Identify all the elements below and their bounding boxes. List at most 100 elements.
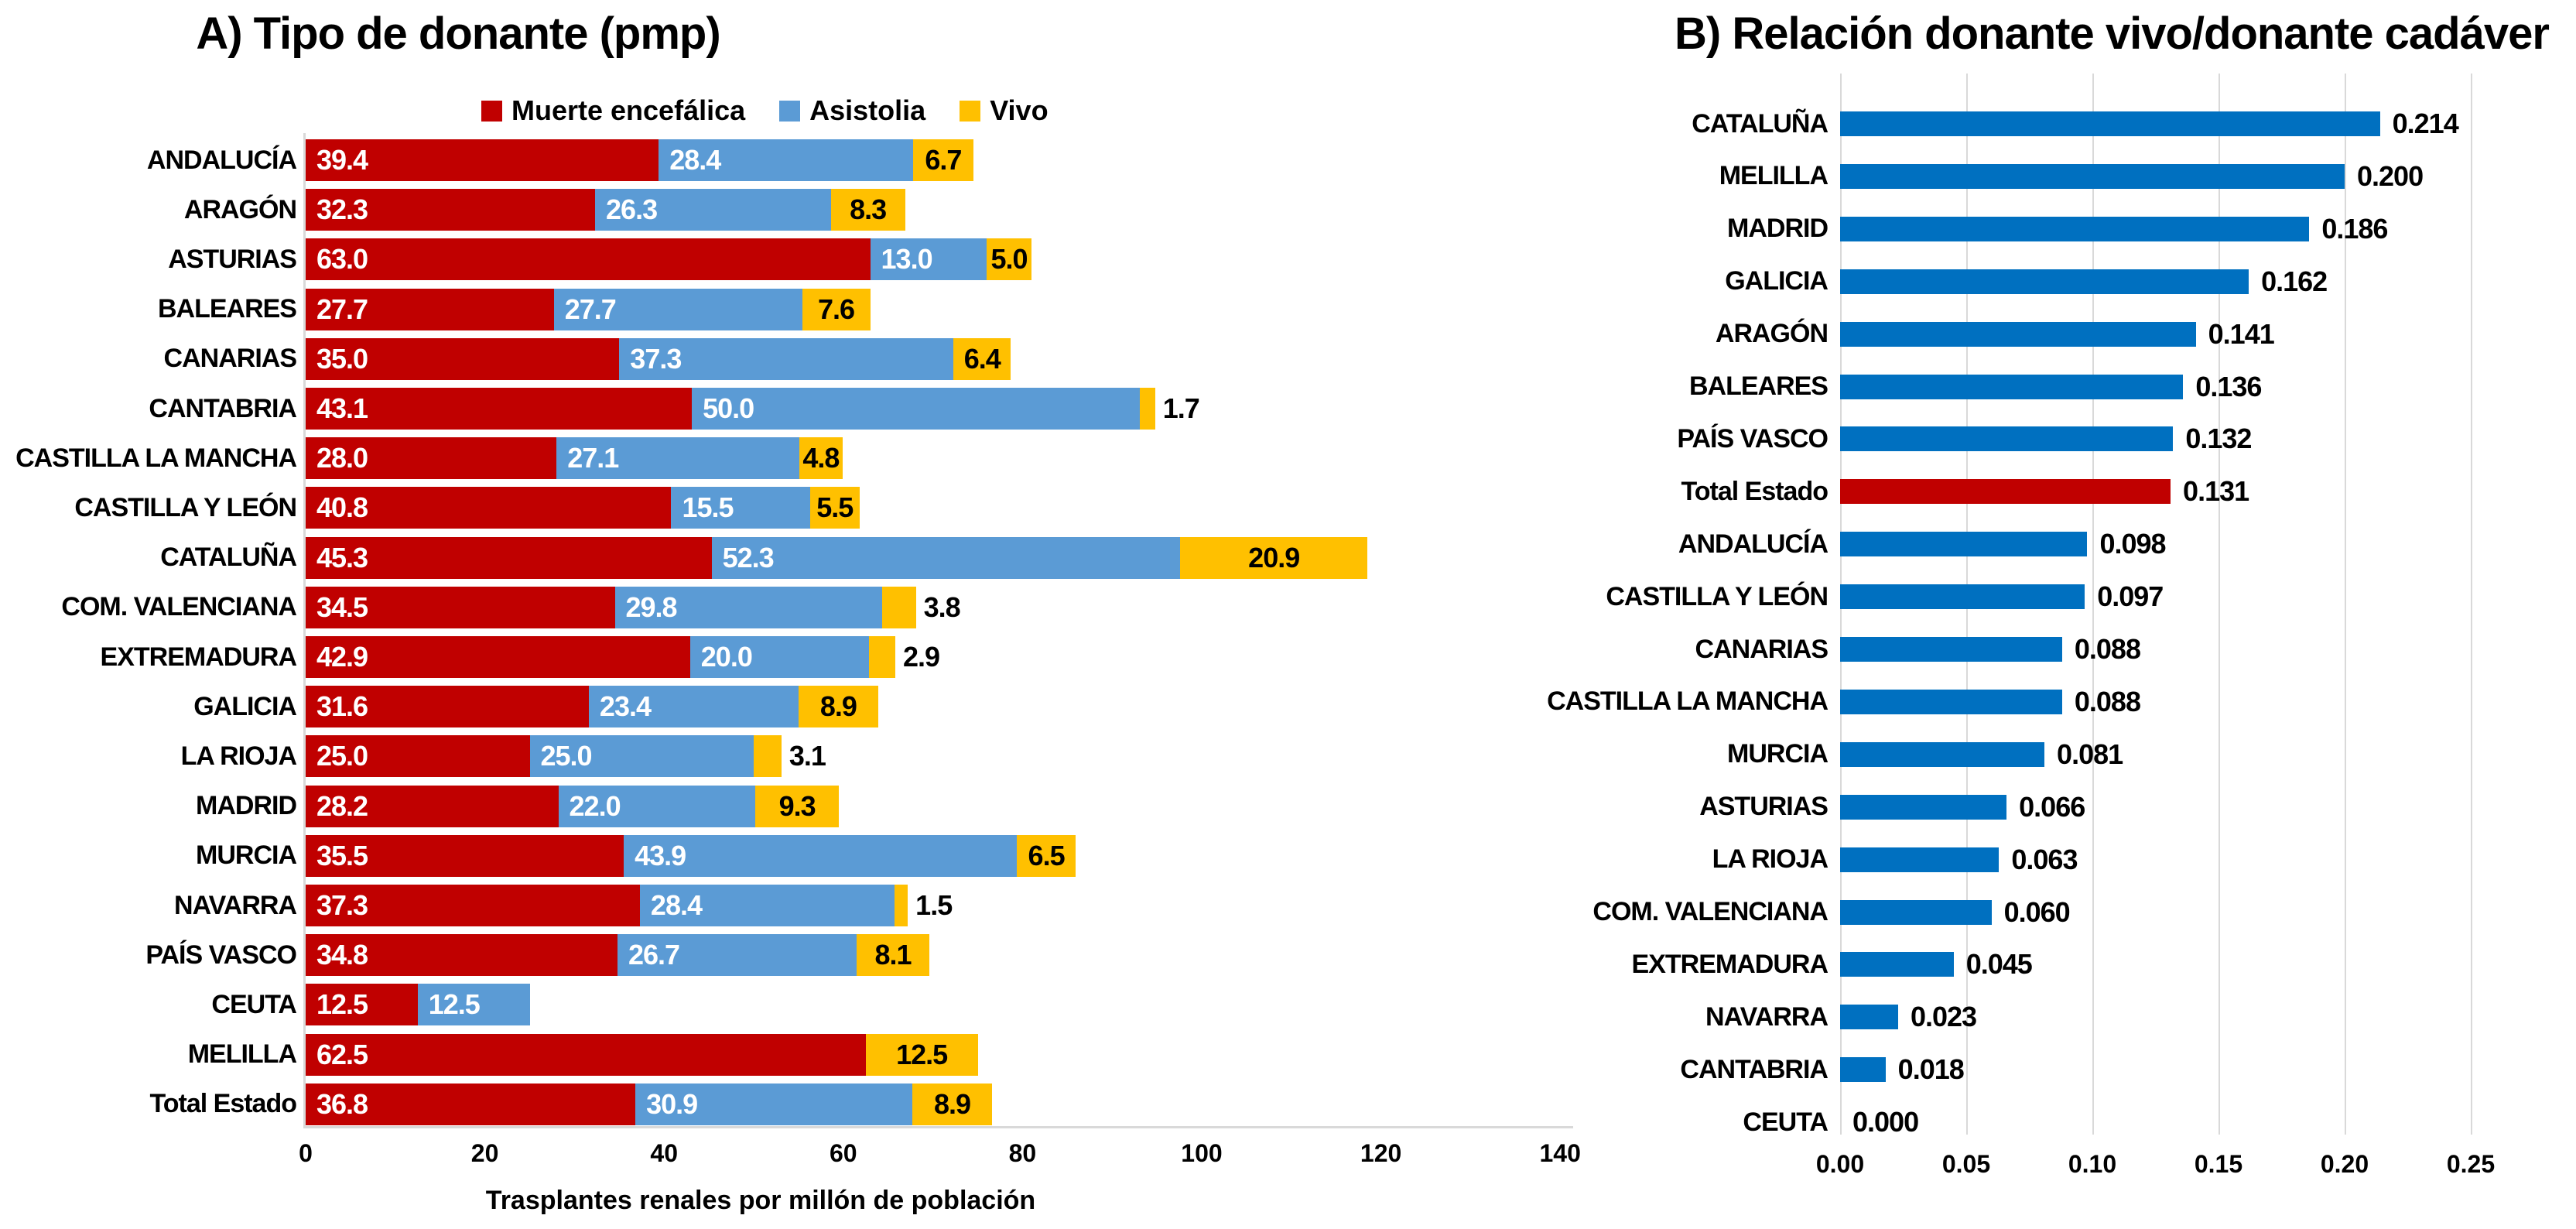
x-axis-tick: 60 bbox=[830, 1139, 857, 1167]
x-axis-tick: 0.20 bbox=[2320, 1150, 2369, 1178]
bar-segment-vivo bbox=[881, 586, 916, 628]
value-label-muerte-encefa-lica: 45.3 bbox=[316, 541, 368, 573]
value-label: 0.200 bbox=[2357, 159, 2424, 192]
legend-swatch-asistolia bbox=[779, 100, 801, 122]
bar-segment-asistolia bbox=[417, 984, 530, 1026]
value-label-vivo: 2.9 bbox=[902, 641, 940, 673]
category-label: CATALUÑA bbox=[1692, 108, 1829, 139]
legend-label-vivo: Vivo bbox=[990, 94, 1049, 126]
category-label: CANARIAS bbox=[163, 344, 297, 374]
value-label: 0.081 bbox=[2057, 738, 2123, 770]
bar-melilla bbox=[1840, 163, 2345, 189]
category-label: MADRID bbox=[1727, 214, 1829, 244]
value-label-muerte-encefa-lica: 35.0 bbox=[316, 342, 368, 375]
value-label-asistolia: 26.3 bbox=[606, 193, 658, 226]
category-label: COM. VALENCIANA bbox=[61, 592, 297, 622]
bar-segment-vivo bbox=[798, 686, 878, 728]
category-label: MURCIA bbox=[1727, 739, 1829, 769]
value-label-asistolia: 43.9 bbox=[635, 839, 686, 871]
value-label-vivo: 3.1 bbox=[789, 740, 826, 772]
bar-segment-asistolia bbox=[556, 437, 800, 480]
category-label: MADRID bbox=[196, 791, 297, 821]
x-axis-tick: 0 bbox=[299, 1139, 313, 1167]
bar-segment-vivo bbox=[809, 487, 860, 529]
legend-swatch-muerte-encefa-lica bbox=[481, 100, 502, 122]
value-label-asistolia: 50.0 bbox=[703, 392, 754, 424]
bar-baleares bbox=[1840, 374, 2184, 399]
value-label-asistolia: 27.7 bbox=[564, 293, 617, 325]
bar-segment-muerte-encefa-lica bbox=[306, 437, 557, 480]
value-label-vivo: 20.9 bbox=[1248, 541, 1300, 573]
legend-item-vivo: Vivo bbox=[960, 94, 1049, 127]
category-label: EXTREMADURA bbox=[100, 642, 297, 672]
bar-segment-asistolia bbox=[711, 536, 1181, 579]
value-label-muerte-encefa-lica: 28.0 bbox=[316, 442, 368, 474]
value-label-vivo: 6.7 bbox=[925, 144, 962, 176]
value-label-asistolia: 20.0 bbox=[700, 641, 753, 673]
value-label: 0.098 bbox=[2099, 528, 2166, 560]
category-label: CANARIAS bbox=[1695, 634, 1829, 664]
category-label: PAÍS VASCO bbox=[145, 940, 297, 970]
category-label: MELILLA bbox=[1719, 161, 1829, 191]
value-label-muerte-encefa-lica: 28.2 bbox=[316, 789, 368, 822]
value-label-vivo: 9.3 bbox=[778, 789, 816, 822]
bar-segment-asistolia bbox=[553, 288, 802, 330]
value-label-vivo: 8.9 bbox=[819, 690, 857, 723]
value-label: 0.066 bbox=[2019, 790, 2085, 823]
y-axis-line bbox=[303, 133, 306, 1126]
value-label-asistolia: 28.4 bbox=[669, 144, 721, 176]
category-label: CEUTA bbox=[1743, 1107, 1829, 1137]
bar-segment-muerte-encefa-lica bbox=[306, 636, 690, 678]
x-axis-tick: 0.10 bbox=[2068, 1150, 2117, 1178]
bar-segment-asistolia bbox=[692, 388, 1141, 430]
legend-swatch-vivo bbox=[960, 100, 981, 122]
bar-andaluci-a bbox=[1840, 532, 2088, 557]
bar-segment-asistolia bbox=[595, 189, 831, 231]
bar-castilla-la-mancha bbox=[1840, 689, 2062, 714]
category-label: LA RIOJA bbox=[180, 741, 297, 771]
value-label: 0.141 bbox=[2208, 317, 2275, 350]
value-label-vivo: 6.5 bbox=[1028, 839, 1066, 871]
x-axis-tick: 80 bbox=[1008, 1139, 1037, 1167]
value-label-vivo: 12.5 bbox=[896, 1038, 948, 1070]
bar-segment-vivo bbox=[857, 934, 929, 977]
value-label: 0.088 bbox=[2074, 633, 2141, 665]
bar-segment-asistolia bbox=[671, 487, 810, 529]
x-axis-tick: 140 bbox=[1539, 1139, 1581, 1167]
category-label: COM. VALENCIANA bbox=[1592, 897, 1829, 926]
bar-segment-muerte-encefa-lica bbox=[306, 785, 559, 827]
bar-segment-vivo bbox=[865, 1033, 978, 1076]
category-label: GALICIA bbox=[1725, 266, 1829, 296]
category-label: Total Estado bbox=[1681, 476, 1829, 506]
value-label-asistolia: 15.5 bbox=[682, 491, 734, 524]
category-label: NAVARRA bbox=[1705, 1001, 1829, 1032]
value-label-asistolia: 30.9 bbox=[646, 1087, 698, 1120]
gridline bbox=[2092, 74, 2094, 1135]
category-label: Total Estado bbox=[149, 1089, 298, 1119]
gridline bbox=[2219, 74, 2220, 1135]
value-label-asistolia: 12.5 bbox=[428, 988, 481, 1021]
gridline bbox=[2471, 74, 2472, 1135]
value-label-muerte-encefa-lica: 12.5 bbox=[316, 988, 368, 1021]
bar-segment-muerte-encefa-lica bbox=[306, 934, 617, 977]
value-label-vivo: 8.1 bbox=[874, 939, 912, 971]
bar-com-valenciana bbox=[1840, 899, 1992, 925]
bar-segment-muerte-encefa-lica bbox=[306, 288, 554, 330]
bar-segment-asistolia bbox=[624, 834, 1018, 877]
bar-segment-muerte-encefa-lica bbox=[306, 586, 615, 628]
bar-segment-muerte-encefa-lica bbox=[306, 1033, 866, 1076]
value-label: 0.088 bbox=[2074, 685, 2141, 717]
bar-segment-vivo bbox=[869, 636, 895, 678]
bar-pai-s-vasco bbox=[1840, 426, 2174, 452]
bar-segment-asistolia bbox=[659, 139, 914, 181]
bar-segment-muerte-encefa-lica bbox=[306, 238, 871, 281]
value-label: 0.023 bbox=[1910, 1001, 1977, 1033]
value-label-vivo: 8.3 bbox=[850, 193, 887, 226]
category-label: ARAGÓN bbox=[1715, 319, 1829, 349]
value-label: 0.131 bbox=[2183, 475, 2249, 508]
value-label-asistolia: 27.1 bbox=[567, 442, 619, 474]
category-label: ARAGÓN bbox=[183, 194, 297, 224]
bar-segment-vivo bbox=[755, 785, 839, 827]
bar-segment-asistolia bbox=[619, 337, 954, 380]
bar-segment-muerte-encefa-lica bbox=[306, 984, 418, 1026]
